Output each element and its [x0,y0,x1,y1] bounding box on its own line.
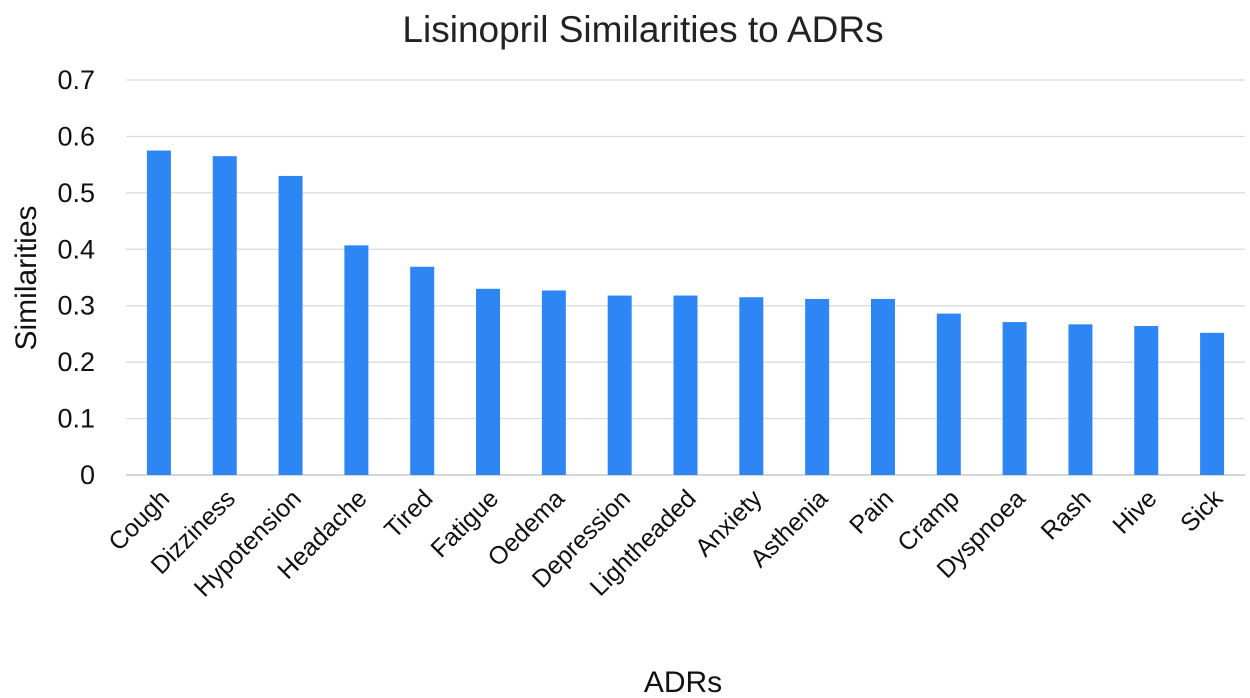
bar-hive [1134,326,1159,475]
bar-cough [146,150,171,476]
bar-dizziness [212,156,237,475]
y-tick-label: 0.7 [57,65,95,95]
x-tick-label: Tired [379,484,438,543]
gridlines [126,79,1245,476]
bar-dyspnoea [1002,322,1027,475]
x-tick-label: Hive [1107,484,1162,539]
bar-anxiety [739,297,764,475]
y-tick-labels: 0 0.1 0.2 0.3 0.4 0.5 0.6 0.7 [57,65,95,490]
bars [146,150,1225,476]
bar-hypotension [278,175,303,475]
y-tick-label: 0.5 [57,178,95,208]
x-tick-label: Rash [1036,484,1097,545]
bar-sick [1200,332,1225,475]
y-tick-label: 0.3 [57,291,95,321]
bar-cramp [936,313,961,475]
x-tick-label: Sick [1175,484,1229,538]
bar-fatigue [476,288,501,475]
bar-pain [870,298,895,475]
y-tick-label: 0.2 [57,347,95,377]
bar-headache [344,245,369,475]
bar-oedema [541,290,566,475]
y-tick-label: 0.6 [57,121,95,151]
bar-lightheaded [673,295,698,475]
bar-rash [1068,324,1093,475]
x-axis-label: ADRs [644,666,722,698]
bar-depression [607,295,632,475]
y-tick-label: 0.1 [57,404,95,434]
bar-asthenia [805,298,830,475]
chart-title: Lisinopril Similarities to ADRs [402,9,883,50]
x-tick-label: Pain [844,484,899,539]
bar-tired [410,266,435,475]
y-tick-label: 0.4 [57,234,95,264]
y-axis-label: Similarities [10,205,43,350]
y-tick-label: 0 [80,460,95,490]
